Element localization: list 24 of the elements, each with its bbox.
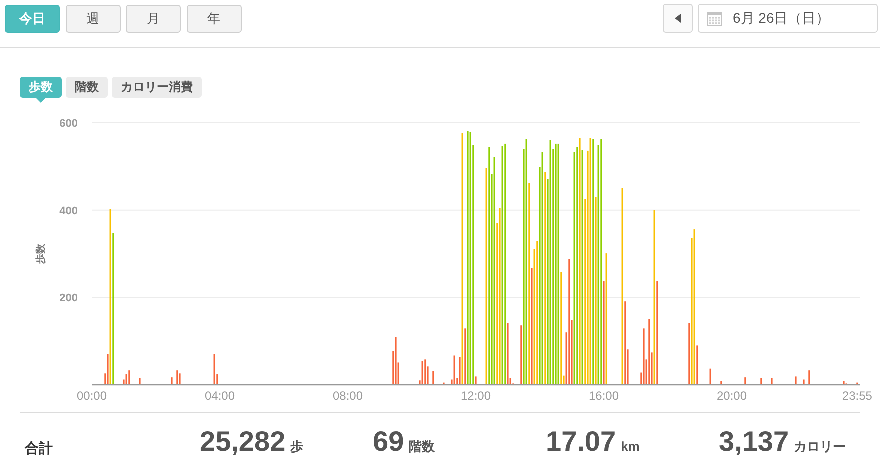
text: 17.07 km xyxy=(546,426,640,458)
text: 3,137 カロリー xyxy=(719,426,846,458)
x-tick-label: 08:00 xyxy=(332,389,364,403)
x-tick-label: 16:00 xyxy=(588,389,620,403)
text: カロリー消費 xyxy=(112,77,202,98)
text: 69 階数 xyxy=(373,426,436,458)
text: 階数 xyxy=(66,77,108,98)
y-tick-label: 200 xyxy=(60,292,78,305)
text: 歩数 xyxy=(20,77,62,98)
y-axis-title: 歩数 xyxy=(35,243,47,265)
x-tick-label: 20:00 xyxy=(716,389,748,403)
y-tick-label: 400 xyxy=(60,205,78,218)
text: 今日 xyxy=(5,5,60,33)
text: 週 xyxy=(66,5,120,33)
text: 月 xyxy=(126,5,181,33)
x-tick-label: 00:00 xyxy=(76,389,108,403)
x-tick-label: 12:00 xyxy=(460,389,492,403)
y-tick-label: 600 xyxy=(60,118,78,130)
text: 年 xyxy=(186,5,242,33)
text: 合計 xyxy=(25,440,53,456)
x-tick-label: 04:00 xyxy=(204,389,236,403)
text: 6月 26日（日） xyxy=(733,9,830,28)
x-tick-label: 23:55 xyxy=(842,389,873,403)
text: 25,282 歩 xyxy=(200,426,304,458)
